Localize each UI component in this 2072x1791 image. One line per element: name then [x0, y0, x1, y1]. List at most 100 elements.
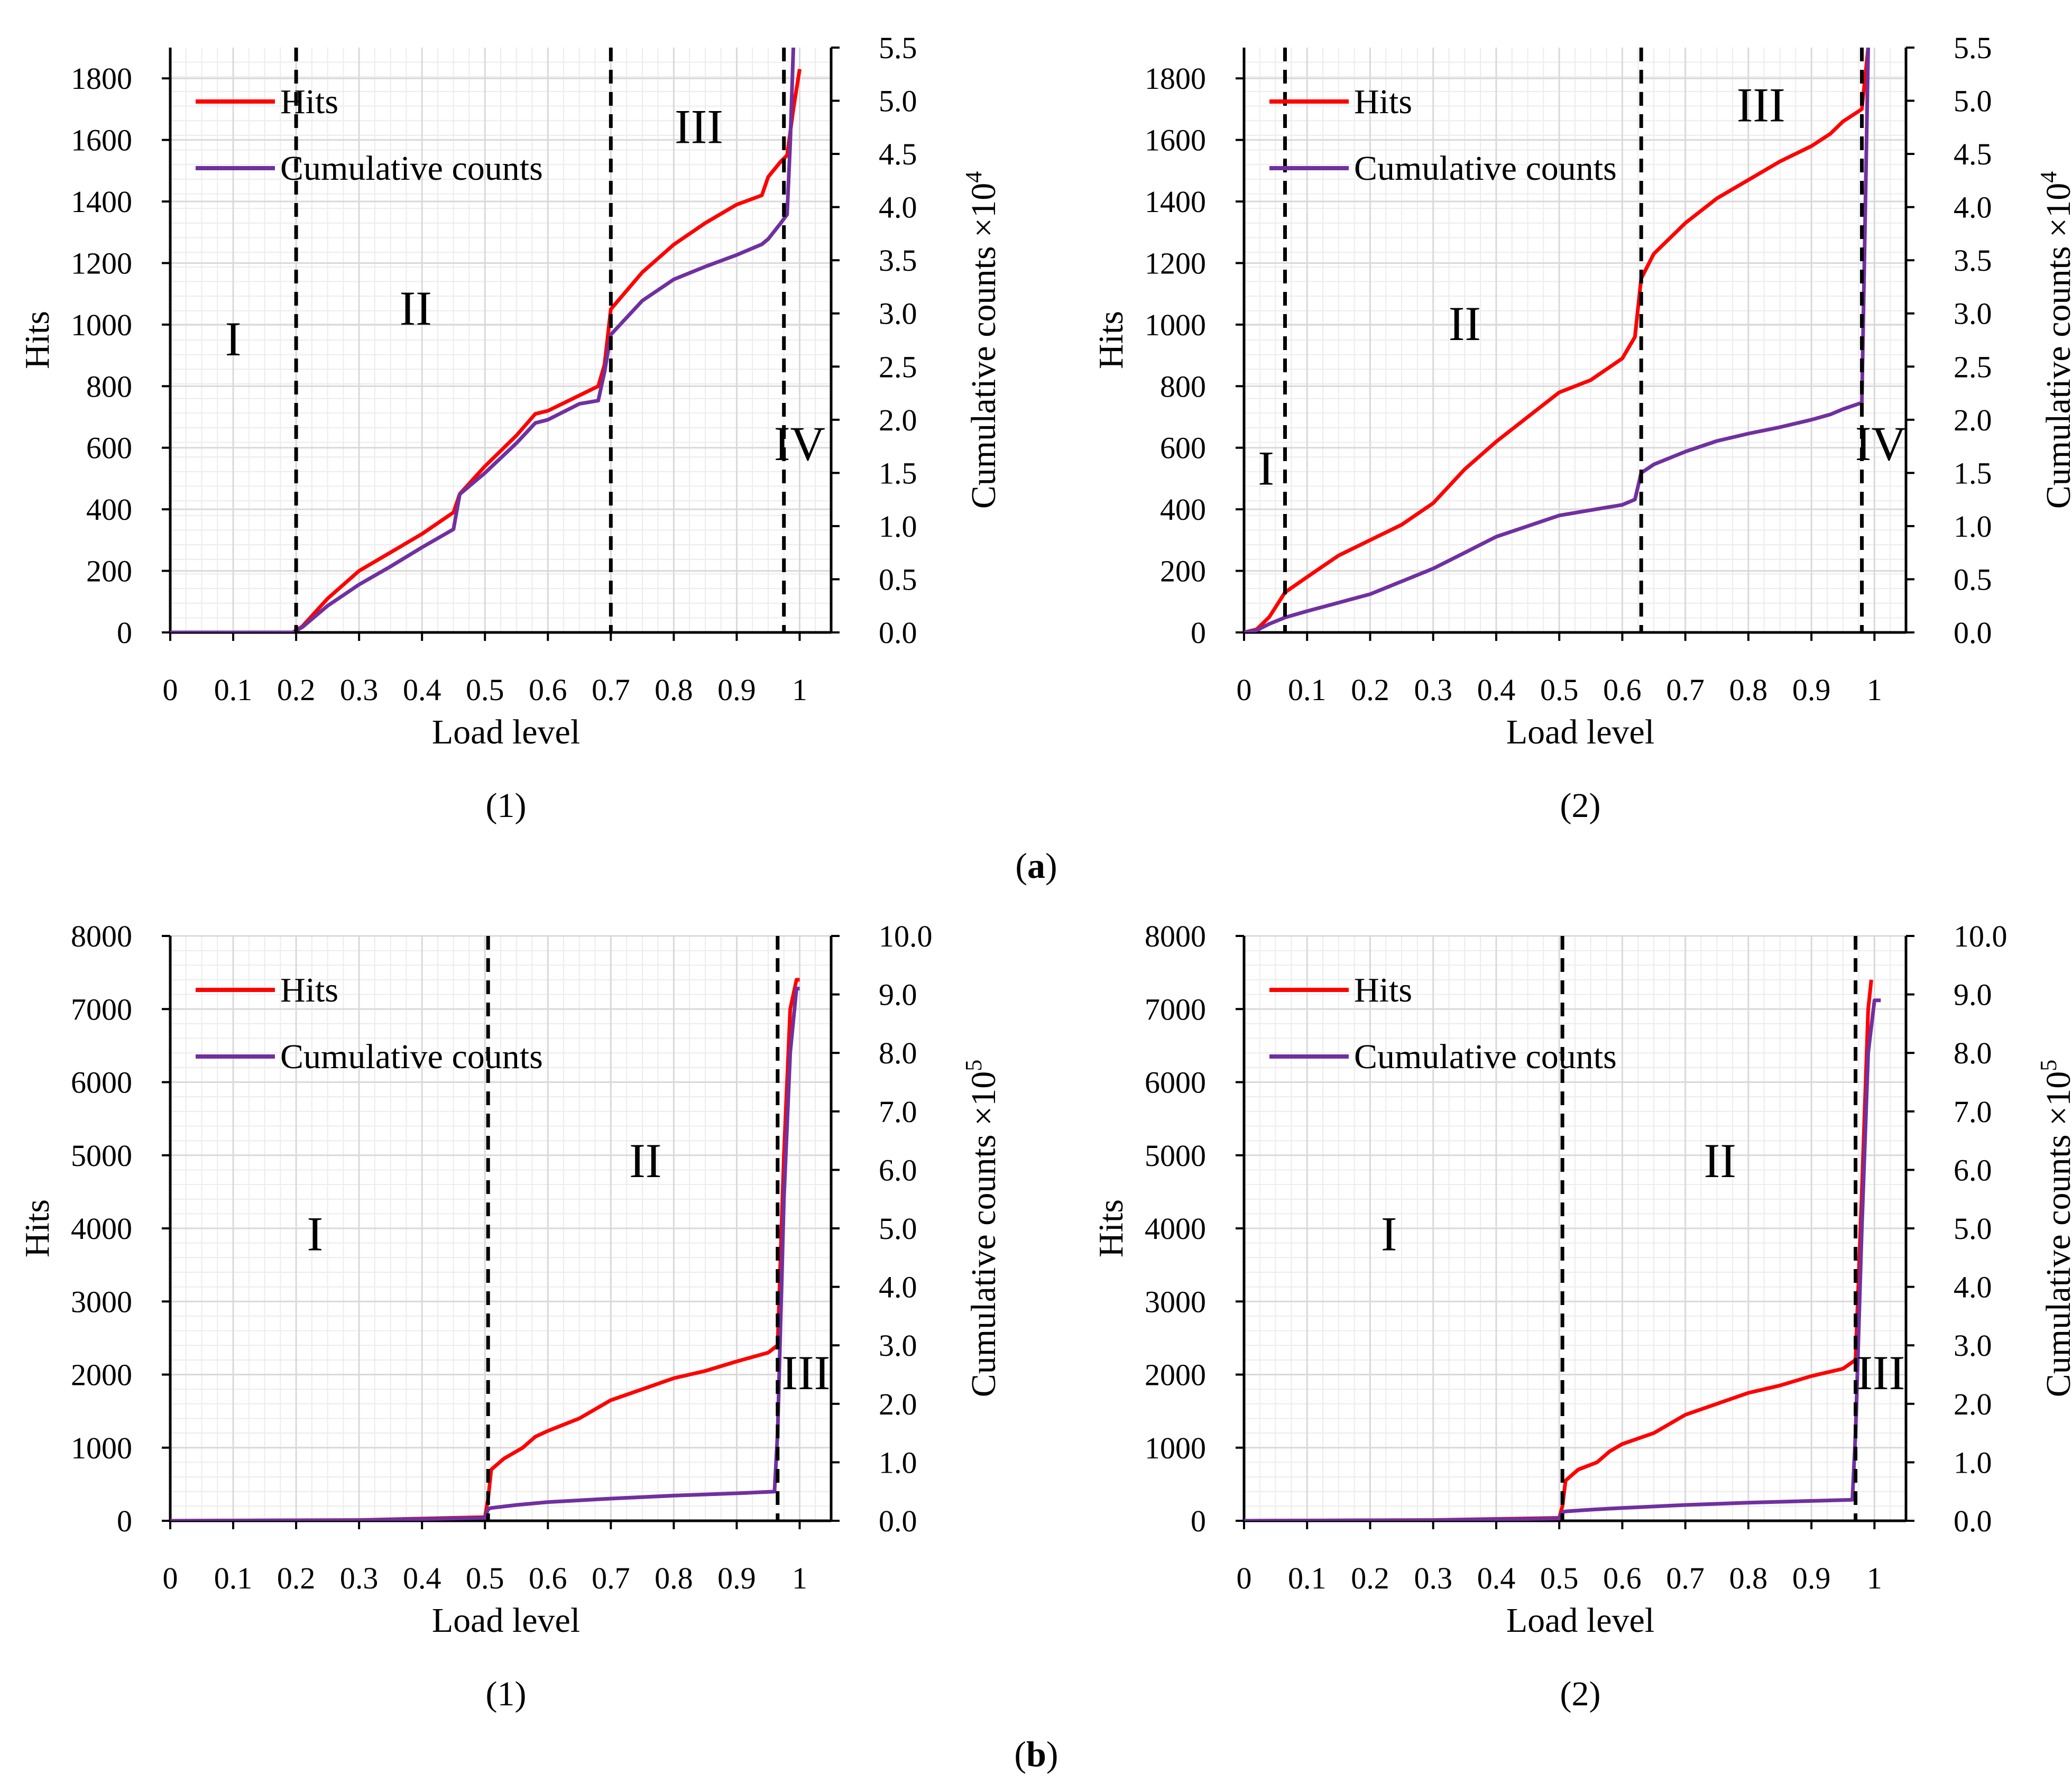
- y-tick-label: 7000: [1145, 992, 1206, 1026]
- x-tick-label: 1: [1867, 673, 1882, 707]
- y2-tick-label: 3.5: [1954, 243, 1992, 278]
- y2-tick-label: 4.5: [1954, 137, 1992, 171]
- legend-label-cumulative: Cumulative counts: [1354, 149, 1617, 188]
- x-tick-label: 0.1: [1288, 673, 1327, 707]
- legend-label-hits: Hits: [280, 82, 338, 121]
- y2-tick-label: 1.5: [1954, 456, 1992, 490]
- y2-axis-label: Cumulative counts ×105: [961, 1060, 1003, 1398]
- y2-tick-label: 4.0: [879, 1270, 917, 1305]
- y2-tick-label: 0.0: [879, 616, 917, 650]
- stage-label-I: I: [1258, 442, 1274, 495]
- x-tick-label: 0.6: [1603, 673, 1642, 707]
- y2-tick-label: 2.0: [879, 1387, 917, 1421]
- y-tick-label: 0: [117, 616, 132, 650]
- y-tick-label: 5000: [1145, 1138, 1206, 1173]
- y2-tick-label: 7.0: [1954, 1095, 1992, 1129]
- y2-tick-label: 4.0: [1954, 190, 1992, 225]
- y2-tick-label: 7.0: [879, 1095, 917, 1129]
- y-tick-label: 400: [1160, 492, 1206, 527]
- stage-label-III: III: [1856, 1346, 1905, 1400]
- x-tick-label: 0.2: [277, 1561, 316, 1595]
- y2-tick-label: 2.0: [1954, 1387, 1992, 1421]
- x-tick-label: 0.1: [214, 1561, 253, 1595]
- y2-tick-label: 3.0: [879, 297, 917, 331]
- legend-label-cumulative: Cumulative counts: [1354, 1037, 1617, 1076]
- x-tick-label: 0.5: [466, 673, 504, 707]
- y-tick-label: 800: [86, 369, 132, 403]
- x-tick-label: 0.8: [655, 673, 693, 707]
- stage-label-II: II: [1704, 1134, 1736, 1188]
- x-tick-label: 0: [1237, 1561, 1252, 1595]
- group-caption-b: (b): [1014, 1734, 1058, 1774]
- legend-label-hits: Hits: [1354, 971, 1412, 1009]
- y2-tick-label: 3.0: [1954, 1328, 1992, 1363]
- y-tick-label: 600: [86, 431, 132, 465]
- y-tick-label: 7000: [71, 992, 132, 1026]
- stage-label-IV: IV: [1855, 417, 1907, 471]
- y-tick-label: 200: [1160, 554, 1206, 589]
- x-axis-label: Load level: [432, 1601, 580, 1640]
- y-tick-label: 1400: [1145, 185, 1206, 219]
- x-tick-label: 0.2: [1351, 1561, 1389, 1595]
- series-line-hits: [170, 69, 802, 632]
- y2-tick-label: 5.0: [879, 1211, 917, 1246]
- x-tick-label: 0.6: [1603, 1561, 1642, 1595]
- y2-axis-label-exponent: 4: [961, 171, 987, 183]
- y2-tick-label: 4.0: [1954, 1270, 1992, 1305]
- y-tick-label: 6000: [1145, 1066, 1206, 1100]
- legend-label-hits: Hits: [1354, 82, 1412, 121]
- x-tick-label: 0: [163, 673, 178, 707]
- y2-axis-label: Cumulative counts ×105: [2036, 1060, 2072, 1398]
- stage-label-I: I: [225, 312, 242, 366]
- x-tick-label: 0.9: [1792, 673, 1831, 707]
- y2-tick-label: 1.0: [1954, 1445, 1992, 1480]
- y-tick-label: 200: [86, 554, 132, 589]
- x-tick-label: 0.5: [1540, 1561, 1579, 1595]
- panel-caption: (1): [486, 1675, 527, 1713]
- x-tick-label: 0.5: [466, 1561, 504, 1595]
- stage-label-III: III: [1737, 78, 1785, 132]
- x-axis-label: Load level: [432, 713, 580, 751]
- y2-tick-label: 5.0: [1954, 1211, 1992, 1246]
- chart-panel-4: 0 0.1 0.2 0.3 0.4 0.5 0.6 0.7 0.8 0.9 1 0 1000 2000 30…: [1092, 919, 2072, 1713]
- x-tick-label: 0.8: [1729, 1561, 1768, 1595]
- y2-tick-label: 9.0: [879, 978, 917, 1012]
- x-tick-label: 0.4: [403, 1561, 441, 1595]
- y-tick-label: 4000: [71, 1211, 132, 1246]
- x-tick-label: 0.1: [1288, 1561, 1327, 1595]
- y-tick-label: 3000: [71, 1284, 132, 1319]
- y2-axis-label-exponent: 4: [2036, 171, 2061, 183]
- y-tick-label: 600: [1160, 431, 1206, 465]
- y-tick-label: 1000: [1145, 308, 1206, 342]
- legend: Hits Cumulative counts: [196, 971, 543, 1076]
- legend: Hits Cumulative counts: [1269, 971, 1617, 1076]
- panel-caption: (2): [1560, 786, 1601, 825]
- x-tick-label: 0: [163, 1561, 178, 1595]
- y2-tick-label: 5.0: [1954, 84, 1992, 118]
- x-tick-label: 0.4: [1477, 673, 1516, 707]
- y2-axis-label: Cumulative counts ×104: [2036, 171, 2072, 509]
- x-tick-label: 0.8: [655, 1561, 693, 1595]
- stage-label-II: II: [1449, 297, 1481, 351]
- x-tick-label: 0.2: [277, 673, 316, 707]
- y-tick-label: 1000: [71, 308, 132, 342]
- x-tick-label: 0: [1237, 673, 1252, 707]
- y-tick-label: 8000: [71, 919, 132, 953]
- y-axis-label: Hits: [18, 311, 57, 369]
- y-tick-label: 5000: [71, 1138, 132, 1173]
- legend-label-hits: Hits: [280, 971, 338, 1009]
- chart-panel-2: 0 0.1 0.2 0.3 0.4 0.5 0.6 0.7 0.8 0.9 1 0 200 400 600 8…: [1092, 31, 2072, 825]
- y2-tick-label: 8.0: [879, 1036, 917, 1070]
- chart-panel-3: 0 0.1 0.2 0.3 0.4 0.5 0.6 0.7 0.8 0.9 1 0 1000 2000 30…: [18, 919, 1003, 1713]
- y2-tick-label: 9.0: [1954, 978, 1992, 1012]
- x-tick-label: 0.3: [340, 1561, 379, 1595]
- x-tick-label: 0.4: [403, 673, 441, 707]
- legend: Hits Cumulative counts: [1269, 82, 1617, 188]
- y-tick-label: 800: [1160, 369, 1206, 403]
- y2-tick-label: 6.0: [879, 1153, 917, 1187]
- x-tick-label: 1: [792, 673, 807, 707]
- stage-label-I: I: [1381, 1207, 1397, 1261]
- y2-tick-label: 2.0: [879, 403, 917, 437]
- y2-tick-label: 5.0: [879, 84, 917, 118]
